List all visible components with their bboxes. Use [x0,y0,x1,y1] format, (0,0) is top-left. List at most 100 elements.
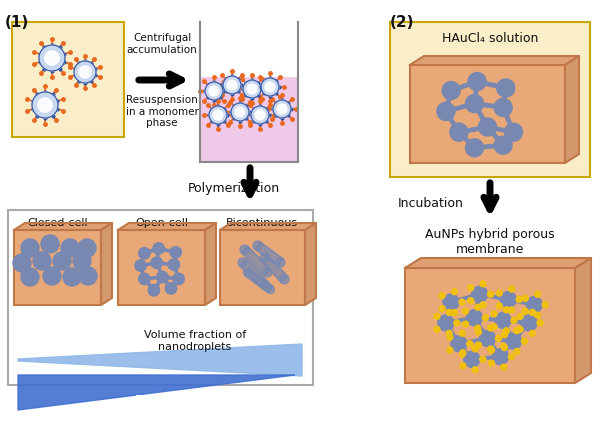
Circle shape [21,239,39,257]
Polygon shape [220,223,316,230]
Circle shape [446,330,452,336]
Text: Open-cell: Open-cell [135,218,188,228]
Circle shape [462,321,468,327]
Circle shape [465,139,483,157]
Polygon shape [565,56,579,163]
Circle shape [494,99,512,117]
Circle shape [138,273,150,285]
Bar [405,268,575,383]
Text: Volume fraction of
nanodroplets: Volume fraction of nanodroplets [144,330,246,352]
Circle shape [509,286,515,292]
Polygon shape [575,258,591,383]
Circle shape [459,351,465,357]
Circle shape [488,360,494,366]
Circle shape [243,268,252,276]
Circle shape [529,330,535,336]
Circle shape [506,333,521,349]
Circle shape [209,86,219,96]
Polygon shape [118,223,216,230]
Circle shape [514,328,520,334]
Circle shape [488,346,494,352]
Circle shape [39,45,65,71]
Circle shape [223,76,241,94]
Circle shape [509,307,515,313]
Circle shape [148,285,160,296]
Circle shape [462,308,468,314]
Circle shape [480,281,486,287]
Circle shape [63,268,81,286]
Text: Bicontinuous: Bicontinuous [226,218,298,228]
Circle shape [467,310,482,326]
Circle shape [231,103,249,121]
Circle shape [45,51,59,65]
Circle shape [79,66,91,78]
Circle shape [447,347,453,353]
Circle shape [467,341,473,347]
Circle shape [537,320,543,326]
Circle shape [501,332,507,337]
Circle shape [168,259,179,270]
Circle shape [235,107,245,117]
Polygon shape [410,56,579,65]
Circle shape [443,294,459,310]
Circle shape [516,297,522,303]
Polygon shape [14,223,112,230]
Polygon shape [261,254,288,282]
Circle shape [471,286,488,302]
Circle shape [437,103,455,121]
Circle shape [447,334,453,340]
Circle shape [460,350,466,356]
Circle shape [253,241,262,250]
Circle shape [494,136,512,154]
Circle shape [479,118,497,136]
Circle shape [240,245,249,254]
Circle shape [213,110,223,120]
Circle shape [247,84,257,94]
Circle shape [53,252,71,270]
Circle shape [517,326,523,332]
Circle shape [491,311,497,317]
Circle shape [280,275,289,284]
Circle shape [496,290,502,296]
Circle shape [523,295,529,301]
Circle shape [459,299,465,305]
Polygon shape [575,258,591,383]
Circle shape [535,312,541,318]
Circle shape [523,308,529,314]
Text: Resuspension
in a monomer
phase: Resuspension in a monomer phase [126,95,199,128]
Polygon shape [255,242,283,266]
Polygon shape [18,375,295,410]
Polygon shape [405,258,591,268]
Circle shape [542,302,548,308]
Circle shape [488,325,494,331]
Circle shape [227,80,237,90]
Circle shape [451,336,467,352]
Circle shape [434,326,440,332]
Circle shape [476,342,482,348]
Polygon shape [240,259,268,289]
Circle shape [468,285,474,291]
Circle shape [511,317,517,323]
Polygon shape [18,344,302,376]
Polygon shape [14,223,112,230]
Circle shape [480,302,486,308]
Circle shape [488,291,494,297]
Circle shape [475,325,481,331]
Circle shape [504,123,523,141]
Bar [8,210,313,385]
Text: (2): (2) [390,15,415,30]
Circle shape [465,95,483,113]
Circle shape [61,239,79,257]
Circle shape [479,330,495,347]
Circle shape [501,345,507,351]
Circle shape [157,271,168,283]
Circle shape [21,268,39,286]
Circle shape [243,80,261,98]
Circle shape [73,252,91,270]
Text: Polymerization: Polymerization [188,181,280,194]
Circle shape [450,123,468,141]
Circle shape [261,281,270,290]
Circle shape [496,303,502,309]
Circle shape [173,273,184,285]
Circle shape [255,110,265,120]
